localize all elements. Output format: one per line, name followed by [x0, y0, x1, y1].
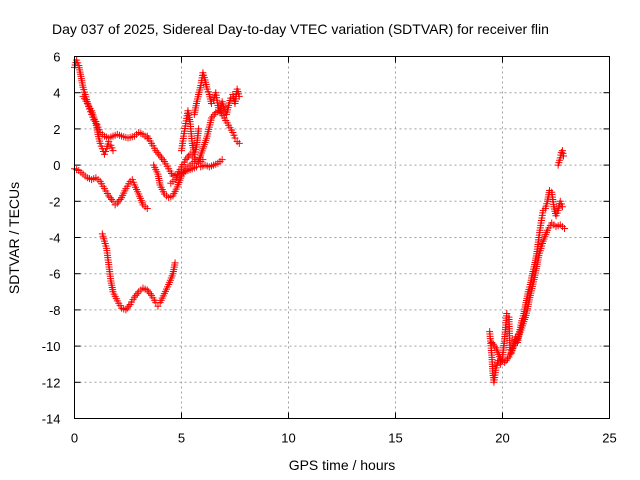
grid: [74, 56, 610, 419]
data-point: [171, 176, 179, 184]
data-point: [558, 203, 566, 211]
data-series: [488, 219, 569, 366]
data-point: [207, 100, 215, 108]
data-series: [178, 107, 203, 158]
ticks: 0 5 10 15 20 25 -14 -12 -10 -8 -6 -4 -2 0 2 4 6: [42, 50, 617, 446]
data-point-fill: [503, 355, 511, 363]
data-point: [207, 114, 215, 122]
data-point: [559, 152, 567, 160]
chart-title: Day 037 of 2025, Sidereal Day-to-day VTE…: [52, 21, 549, 37]
data-point: [152, 147, 160, 155]
data-series: [486, 186, 566, 386]
data-point: [231, 134, 239, 142]
data-point: [130, 293, 138, 301]
y-tick-label: -8: [49, 303, 61, 318]
data-series: [79, 92, 117, 158]
data-point: [156, 152, 164, 160]
data-point: [557, 148, 565, 156]
data-point: [561, 224, 569, 232]
data-point-fill: [158, 154, 166, 162]
y-tick-label: 4: [53, 86, 60, 101]
data-point-fill: [116, 195, 124, 203]
data-series: [554, 147, 567, 169]
data-point: [122, 306, 130, 314]
data-point-fill: [106, 194, 114, 202]
x-axis-label: GPS time / hours: [289, 457, 396, 473]
data-point: [154, 302, 162, 310]
data-point: [218, 156, 226, 164]
x-tick-label: 20: [495, 431, 509, 446]
data-point-fill: [489, 340, 497, 348]
data-point: [143, 205, 151, 213]
data-point: [105, 138, 113, 146]
data-point-fill: [132, 291, 140, 299]
y-tick-label: -6: [49, 267, 61, 282]
data-series: [98, 230, 179, 314]
data-points: [71, 56, 569, 386]
data-point-fill: [146, 290, 154, 298]
data-point-fill: [153, 148, 161, 156]
data-point-fill: [115, 197, 123, 205]
data-point: [109, 147, 117, 155]
data-point-fill: [183, 154, 191, 162]
data-point-fill: [123, 304, 131, 312]
data-point: [488, 338, 496, 346]
y-tick-label: 6: [53, 50, 60, 65]
y-tick-label: 0: [53, 158, 60, 173]
y-tick-label: -2: [49, 194, 61, 209]
data-point-fill: [159, 156, 167, 164]
data-point-fill: [502, 357, 510, 365]
x-tick-label: 0: [71, 431, 78, 446]
data-point: [235, 139, 243, 147]
data-series: [195, 107, 243, 165]
data-point: [113, 199, 121, 207]
x-tick-label: 5: [178, 431, 185, 446]
y-tick-label: -4: [49, 231, 61, 246]
data-point: [143, 286, 151, 294]
y-tick-label: -14: [42, 412, 61, 427]
data-point-fill: [145, 288, 153, 296]
data-point-fill: [210, 110, 218, 118]
y-tick-label: -12: [42, 375, 61, 390]
x-tick-label: 25: [602, 431, 616, 446]
data-point-fill: [125, 302, 133, 310]
data-series: [167, 156, 226, 187]
data-point-fill: [209, 112, 217, 120]
y-tick-label: 2: [53, 122, 60, 137]
data-point-fill: [155, 150, 163, 158]
data-point-fill: [133, 290, 141, 298]
data-point: [503, 310, 511, 318]
data-point-fill: [108, 195, 116, 203]
data-point-fill: [173, 174, 181, 182]
x-tick-label: 10: [281, 431, 295, 446]
data-point: [195, 125, 203, 133]
data-series: [150, 157, 198, 202]
data-point: [501, 358, 509, 366]
data-point: [171, 259, 179, 267]
y-tick-label: -10: [42, 339, 61, 354]
data-point: [182, 156, 190, 164]
data-point-fill: [491, 342, 499, 350]
x-tick-label: 15: [388, 431, 402, 446]
data-series: [71, 165, 151, 213]
data-point-fill: [174, 172, 182, 180]
y-axis-label: SDTVAR / TECUs: [6, 182, 22, 294]
data-point: [235, 92, 243, 100]
data-point: [105, 192, 113, 200]
